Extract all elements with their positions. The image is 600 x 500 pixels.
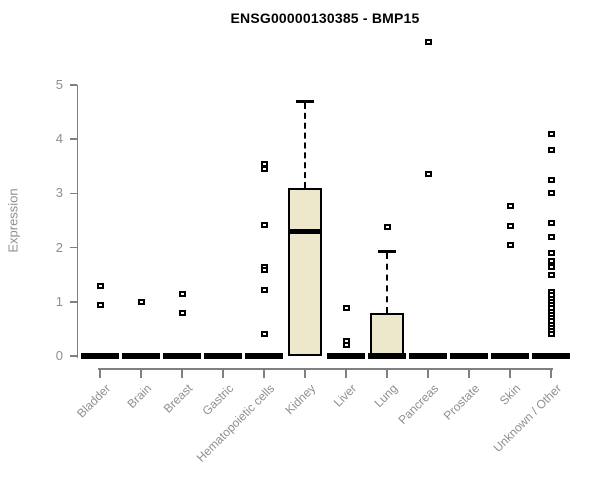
y-tick-label: 3 xyxy=(55,185,63,201)
x-axis-line xyxy=(98,368,553,370)
outlier-point xyxy=(342,342,350,349)
outlier-point xyxy=(260,331,268,338)
outlier-point xyxy=(547,271,555,278)
chart-title: ENSG00000130385 - BMP15 xyxy=(230,10,420,26)
whisker-cap xyxy=(378,250,396,253)
x-axis-tick xyxy=(345,369,347,378)
y-axis-tick xyxy=(69,84,77,86)
outlier-point xyxy=(137,298,145,305)
zero-median-bar xyxy=(204,353,242,359)
x-axis-tick xyxy=(386,369,388,378)
outlier-point xyxy=(178,290,186,297)
zero-median-bar xyxy=(122,353,160,359)
outlier-point xyxy=(547,250,555,257)
outlier-point xyxy=(260,160,268,167)
zero-median-bar xyxy=(81,353,119,359)
outlier-point xyxy=(506,222,514,229)
x-axis-tick xyxy=(263,369,265,378)
whisker xyxy=(304,103,306,188)
x-axis-tick xyxy=(140,369,142,378)
y-axis-tick xyxy=(69,301,77,303)
x-axis-tick xyxy=(509,369,511,378)
outlier-point xyxy=(96,282,104,289)
x-axis-tick xyxy=(427,369,429,378)
y-axis-tick xyxy=(69,355,77,357)
y-tick-label: 4 xyxy=(55,131,63,147)
y-tick-label: 1 xyxy=(55,293,63,309)
outlier-point xyxy=(260,267,268,274)
y-axis-title: Expression xyxy=(5,188,21,253)
y-tick-label: 0 xyxy=(55,348,63,363)
y-tick-label: 2 xyxy=(55,239,63,255)
zero-median-bar xyxy=(245,353,283,359)
outlier-point xyxy=(506,202,514,209)
outlier-point xyxy=(424,171,432,178)
outlier-point xyxy=(178,309,186,316)
box xyxy=(288,187,322,356)
x-axis-tick xyxy=(468,369,470,378)
whisker-cap xyxy=(296,100,314,103)
outlier-point xyxy=(547,258,555,265)
outlier-point xyxy=(547,176,555,183)
zero-median-bar xyxy=(450,353,488,359)
whisker xyxy=(386,253,388,313)
zero-median-bar xyxy=(491,353,529,359)
zero-median-bar xyxy=(532,353,570,359)
y-tick-label: 5 xyxy=(55,77,63,92)
box xyxy=(370,312,404,356)
x-axis-tick xyxy=(181,369,183,378)
outlier-point xyxy=(260,166,268,172)
outlier-point xyxy=(424,38,432,45)
outlier-point xyxy=(260,286,268,293)
outlier-point xyxy=(547,220,555,227)
outlier-point xyxy=(547,147,555,154)
outlier-point xyxy=(342,305,350,312)
y-axis-tick xyxy=(69,138,77,140)
outlier-point xyxy=(547,190,555,197)
x-axis-tick xyxy=(222,369,224,378)
zero-median-bar xyxy=(327,353,365,359)
outlier-point xyxy=(260,221,268,228)
outlier-point xyxy=(547,331,555,338)
outlier-point xyxy=(547,233,555,240)
y-axis-tick xyxy=(69,246,77,249)
x-axis-tick xyxy=(99,369,101,378)
y-axis-line xyxy=(76,85,78,358)
zero-median-bar xyxy=(409,353,447,359)
y-axis-tick xyxy=(69,192,77,195)
x-axis-tick xyxy=(550,369,552,378)
outlier-point xyxy=(506,241,514,248)
zero-median-bar xyxy=(163,353,201,359)
outlier-point xyxy=(96,301,104,308)
x-axis-tick xyxy=(304,369,306,378)
outlier-point xyxy=(383,224,391,230)
outlier-point xyxy=(547,130,555,137)
median-line xyxy=(288,228,322,234)
outlier-point xyxy=(547,263,555,270)
median-line xyxy=(368,353,406,359)
